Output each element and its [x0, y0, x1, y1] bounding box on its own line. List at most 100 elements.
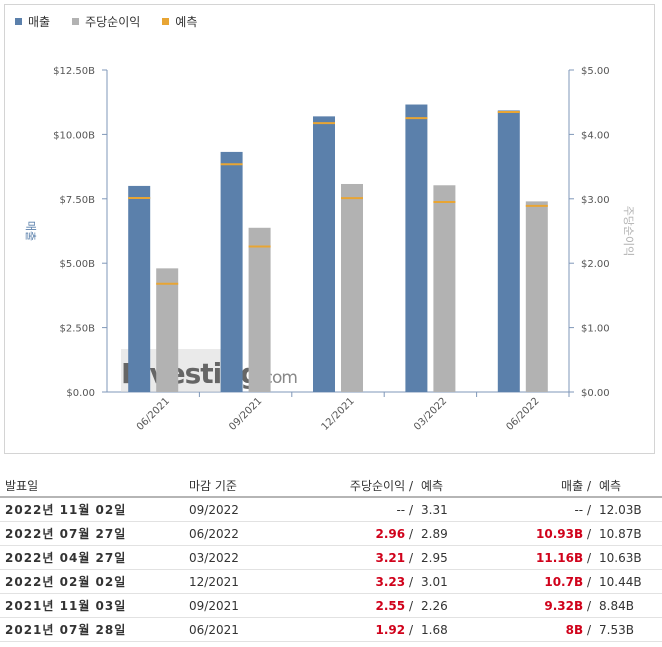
row-date: 2022년 02월 02일: [0, 569, 189, 594]
chart-plot: $0.00 $2.50B $5.00B $7.50B $10.00B $12.50B $0.…: [24, 66, 635, 433]
row-eps-value: 1.92: [375, 622, 406, 637]
row-period: 06/2021: [189, 617, 319, 642]
header-period[interactable]: 마감 기준: [189, 474, 319, 498]
x-tick-label: 03/2022: [412, 396, 449, 433]
row-period: 06/2022: [189, 521, 319, 546]
y-left-tick-label: $12.50B: [53, 66, 95, 77]
row-eps: 1.92 /: [319, 617, 417, 642]
legend-label-eps: 주당순이익: [85, 15, 141, 29]
row-revenue-slash: /: [586, 598, 591, 613]
row-revenue-value: 10.7B: [544, 574, 584, 589]
row-eps-value: 2.55: [375, 598, 406, 613]
legend-swatch-revenue: [15, 18, 22, 25]
row-eps: 2.55 /: [319, 593, 417, 618]
row-eps-value: 2.96: [375, 526, 406, 541]
row-revenue-value: 9.32B: [544, 598, 584, 613]
row-eps-slash: /: [408, 502, 413, 517]
bar-eps: [156, 268, 179, 392]
bar-revenue: [405, 104, 428, 392]
earnings-table: 발표일 마감 기준 주당순이익 / 예측 매출 / 예측 2022년 11월 0…: [0, 474, 662, 642]
bar-revenue: [220, 151, 243, 392]
y-right-tick-label: $2.00: [581, 259, 610, 270]
legend-swatch-eps: [72, 18, 80, 25]
legend-item-eps[interactable]: 주당순이익: [72, 13, 140, 30]
y-axis-right-title: 주당순이익: [622, 206, 635, 257]
row-revenue-forecast: 10.87B: [595, 521, 662, 546]
row-date: 2022년 11월 02일: [0, 497, 189, 522]
bar-eps: [525, 201, 548, 392]
row-revenue-slash: /: [586, 526, 591, 541]
row-eps: 3.23 /: [319, 569, 417, 594]
row-revenue: 9.32B /: [501, 593, 595, 618]
bar-revenue: [128, 185, 151, 392]
y-left-tick-label: $0.00: [66, 388, 95, 399]
row-revenue: 10.7B /: [501, 569, 595, 594]
row-period: 09/2021: [189, 593, 319, 618]
row-eps-slash: /: [408, 526, 413, 541]
row-eps: 2.96 /: [319, 521, 417, 546]
row-date: 2022년 07월 27일: [0, 521, 189, 546]
table-body: 2022년 11월 02일 09/2022 -- /3.31 -- /12.03B 20…: [0, 497, 662, 642]
row-eps-forecast: 2.89: [417, 521, 501, 546]
y-left-tick-label: $10.00B: [53, 130, 95, 141]
header-eps-forecast[interactable]: 예측: [417, 474, 501, 498]
chart-legend: 매출 주당순이익 예측: [15, 13, 219, 30]
row-revenue: 10.93B /: [501, 521, 595, 546]
row-eps-slash: /: [408, 550, 413, 565]
legend-label-revenue: 매출: [28, 15, 51, 29]
x-tick-label: 09/2021: [227, 396, 264, 433]
row-eps-slash: /: [408, 598, 413, 613]
row-revenue-slash: /: [586, 502, 591, 517]
row-date: 2022년 04월 27일: [0, 545, 189, 570]
y-right-tick-label: $1.00: [581, 324, 610, 335]
y-right-tick-label: $0.00: [581, 388, 610, 399]
chart-panel: 매출 주당순이익 예측 $0.00 $2.50B $5.00B $7.50B $10.0…: [4, 4, 655, 454]
row-date: 2021년 11월 03일: [0, 593, 189, 618]
row-revenue-forecast: 12.03B: [595, 497, 662, 522]
header-revenue-forecast[interactable]: 예측: [595, 474, 662, 498]
row-eps: 3.21 /: [319, 545, 417, 570]
table-row: 2022년 07월 27일 06/2022 2.96 /2.89 10.93B /10…: [0, 521, 662, 546]
table-row: 2022년 04월 27일 03/2022 3.21 /2.95 11.16B /10…: [0, 545, 662, 570]
row-eps-forecast: 2.95: [417, 545, 501, 570]
y-right-tick-label: $3.00: [581, 195, 610, 206]
header-date[interactable]: 발표일: [0, 474, 189, 498]
row-period: 12/2021: [189, 569, 319, 594]
y-axis-left-title: 매출: [24, 221, 37, 241]
row-eps-forecast: 2.26: [417, 593, 501, 618]
row-eps-slash: /: [408, 622, 413, 637]
row-period: 09/2022: [189, 497, 319, 522]
legend-item-forecast[interactable]: 예측: [162, 13, 197, 30]
header-eps[interactable]: 주당순이익 /: [319, 474, 417, 498]
header-revenue-label: 매출: [561, 478, 584, 493]
row-eps: -- /: [319, 497, 417, 522]
row-eps-slash: /: [408, 574, 413, 589]
row-period: 03/2022: [189, 545, 319, 570]
header-eps-slash: /: [408, 478, 413, 493]
bar-eps: [248, 227, 271, 392]
y-left-tick-label: $2.50B: [60, 324, 96, 335]
row-revenue-slash: /: [586, 622, 591, 637]
legend-swatch-forecast: [162, 18, 170, 25]
row-eps-value: --: [396, 502, 406, 517]
header-eps-label: 주당순이익: [349, 478, 406, 493]
header-revenue[interactable]: 매출 /: [501, 474, 595, 498]
table-row: 2022년 11월 02일 09/2022 -- /3.31 -- /12.03B: [0, 497, 662, 522]
header-revenue-slash: /: [586, 478, 591, 493]
y-left-tick-label: $5.00B: [60, 259, 96, 270]
row-eps-value: 3.23: [375, 574, 406, 589]
row-eps-forecast: 1.68: [417, 617, 501, 642]
row-revenue-value: 10.93B: [536, 526, 584, 541]
legend-label-forecast: 예측: [175, 15, 198, 29]
row-revenue: -- /: [501, 497, 595, 522]
bar-revenue: [497, 110, 520, 392]
bar-eps: [433, 185, 456, 392]
row-eps-forecast: 3.01: [417, 569, 501, 594]
legend-item-revenue[interactable]: 매출: [15, 13, 50, 30]
row-revenue-forecast: 8.84B: [595, 593, 662, 618]
table-row: 2021년 07월 28일 06/2021 1.92 /1.68 8B /7.53B: [0, 617, 662, 642]
table-row: 2022년 02월 02일 12/2021 3.23 /3.01 10.7B /10.…: [0, 569, 662, 594]
row-revenue-slash: /: [586, 550, 591, 565]
row-revenue-value: --: [574, 502, 584, 517]
row-eps-forecast: 3.31: [417, 497, 501, 522]
